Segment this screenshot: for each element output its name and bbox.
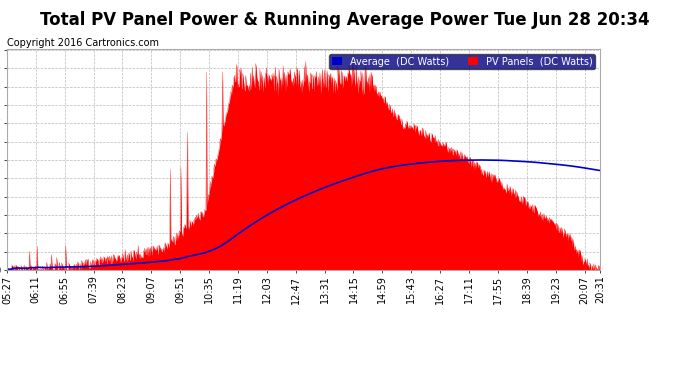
Legend: Average  (DC Watts), PV Panels  (DC Watts): Average (DC Watts), PV Panels (DC Watts) [329,54,595,69]
Text: Total PV Panel Power & Running Average Power Tue Jun 28 20:34: Total PV Panel Power & Running Average P… [40,11,650,29]
Text: Copyright 2016 Cartronics.com: Copyright 2016 Cartronics.com [7,38,159,48]
